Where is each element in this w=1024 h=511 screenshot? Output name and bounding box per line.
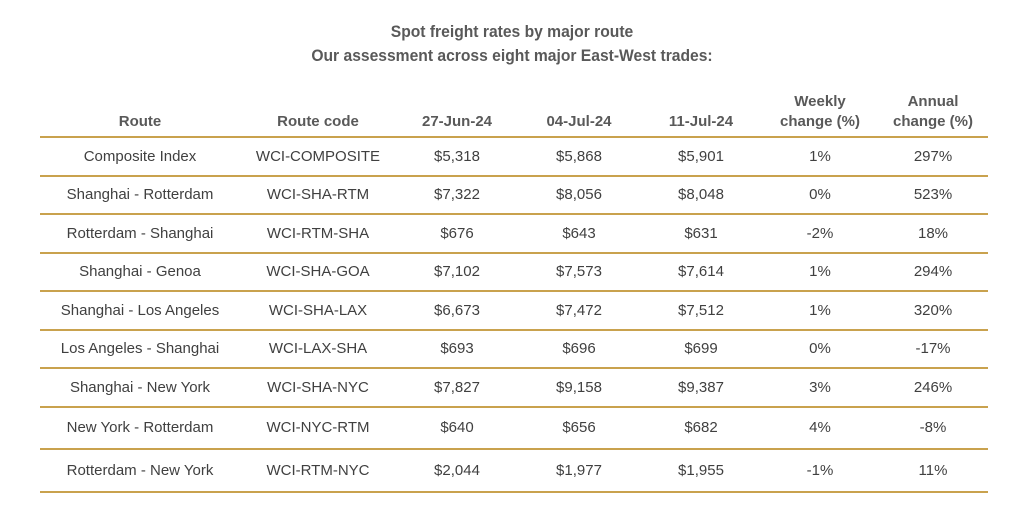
table-row: Composite Index WCI-COMPOSITE $5,318 $5,… <box>40 137 988 176</box>
cell-date-1: $7,322 <box>396 174 518 214</box>
cell-route: Los Angeles - Shanghai <box>40 328 240 368</box>
header-weekly-line-2: change (%) <box>779 113 860 130</box>
cell-date-3: $7,512 <box>640 290 762 330</box>
cell-weekly-change: 0% <box>762 174 878 214</box>
cell-date-3: $9,387 <box>640 367 762 407</box>
cell-date-3: $1,955 <box>640 448 762 493</box>
freight-rates-table: Route Route code 27-Jun-24 04-Jul-24 11-… <box>40 92 988 493</box>
header-weekly-change: Weekly change (%) <box>762 92 878 138</box>
table-row: Shanghai - Los Angeles WCI-SHA-LAX $6,67… <box>40 290 988 330</box>
cell-date-1: $6,673 <box>396 290 518 330</box>
cell-route-code: WCI-SHA-RTM <box>240 174 396 214</box>
cell-weekly-change: 0% <box>762 328 878 368</box>
cell-annual-change: -8% <box>878 405 988 449</box>
header-date-1: 27-Jun-24 <box>396 92 518 138</box>
cell-route-code: WCI-SHA-GOA <box>240 251 396 291</box>
header-route: Route <box>40 92 240 138</box>
cell-date-2: $7,573 <box>518 251 640 291</box>
cell-annual-change: 297% <box>913 147 953 165</box>
cell-date-3: $8,048 <box>640 174 762 214</box>
header-annual-line-2: change (%) <box>892 113 973 130</box>
cell-annual-change: 320% <box>878 290 988 330</box>
table-row: Shanghai - Rotterdam WCI-SHA-RTM $7,322 … <box>40 174 988 214</box>
cell-date-1: $676 <box>396 213 518 253</box>
freight-rates-table-container: Route Route code 27-Jun-24 04-Jul-24 11-… <box>40 92 988 493</box>
title-line-1: Spot freight rates by major route <box>390 22 634 41</box>
table-row: Los Angeles - Shanghai WCI-LAX-SHA $693 … <box>40 328 988 368</box>
header-date-2: 04-Jul-24 <box>518 92 640 138</box>
header-annual-line-1: Annual <box>907 93 959 110</box>
table-row: Shanghai - New York WCI-SHA-NYC $7,827 $… <box>40 367 988 407</box>
cell-annual-change: 11% <box>878 448 988 493</box>
cell-annual-change: 246% <box>878 367 988 407</box>
cell-route: Shanghai - New York <box>40 367 240 407</box>
cell-date-1: $7,827 <box>396 367 518 407</box>
cell-annual-change: 294% <box>878 251 988 291</box>
table-header-row: Route Route code 27-Jun-24 04-Jul-24 11-… <box>40 92 988 138</box>
table-row: Shanghai - Genoa WCI-SHA-GOA $7,102 $7,5… <box>40 251 988 291</box>
cell-route: New York - Rotterdam <box>40 405 240 449</box>
cell-date-3: $5,901 <box>678 147 724 165</box>
table-title: Spot freight rates by major route Our as… <box>0 20 1024 68</box>
cell-route: Composite Index <box>83 147 197 165</box>
cell-date-2: $5,868 <box>556 147 602 165</box>
cell-route-code: WCI-NYC-RTM <box>240 405 396 449</box>
cell-date-3: $631 <box>640 213 762 253</box>
cell-route-code: WCI-RTM-NYC <box>240 448 396 493</box>
header-annual-change: Annual change (%) <box>878 92 988 138</box>
cell-date-3: $7,614 <box>640 251 762 291</box>
cell-route-code: WCI-RTM-SHA <box>240 213 396 253</box>
table-row: Rotterdam - New York WCI-RTM-NYC $2,044 … <box>40 448 988 493</box>
table-row: New York - Rotterdam WCI-NYC-RTM $640 $6… <box>40 405 988 449</box>
cell-date-2: $9,158 <box>518 367 640 407</box>
cell-route: Rotterdam - Shanghai <box>40 213 240 253</box>
table-row: Rotterdam - Shanghai WCI-RTM-SHA $676 $6… <box>40 213 988 253</box>
cell-date-2: $643 <box>518 213 640 253</box>
cell-route: Shanghai - Los Angeles <box>40 290 240 330</box>
cell-date-2: $696 <box>518 328 640 368</box>
cell-date-3: $699 <box>640 328 762 368</box>
cell-date-1: $693 <box>396 328 518 368</box>
cell-weekly-change: 1% <box>809 147 831 165</box>
cell-route-code: WCI-COMPOSITE <box>255 147 381 165</box>
header-route-code: Route code <box>240 92 396 138</box>
cell-weekly-change: -2% <box>762 213 878 253</box>
cell-date-2: $1,977 <box>518 448 640 493</box>
cell-date-1: $640 <box>396 405 518 449</box>
cell-date-1: $5,318 <box>434 147 480 165</box>
cell-route-code: WCI-LAX-SHA <box>240 328 396 368</box>
title-line-2: Our assessment across eight major East-W… <box>311 46 713 65</box>
cell-date-3: $682 <box>640 405 762 449</box>
cell-weekly-change: -1% <box>762 448 878 493</box>
cell-route-code: WCI-SHA-LAX <box>240 290 396 330</box>
cell-route: Rotterdam - New York <box>40 448 240 493</box>
cell-date-1: $7,102 <box>396 251 518 291</box>
header-date-3: 11-Jul-24 <box>640 92 762 138</box>
cell-annual-change: -17% <box>878 328 988 368</box>
cell-weekly-change: 4% <box>762 405 878 449</box>
cell-annual-change: 523% <box>878 174 988 214</box>
cell-annual-change: 18% <box>878 213 988 253</box>
cell-route: Shanghai - Genoa <box>40 251 240 291</box>
cell-weekly-change: 3% <box>762 367 878 407</box>
cell-weekly-change: 1% <box>762 290 878 330</box>
cell-route: Shanghai - Rotterdam <box>40 174 240 214</box>
cell-date-2: $7,472 <box>518 290 640 330</box>
cell-date-2: $656 <box>518 405 640 449</box>
cell-route-code: WCI-SHA-NYC <box>240 367 396 407</box>
cell-weekly-change: 1% <box>762 251 878 291</box>
cell-date-1: $2,044 <box>396 448 518 493</box>
cell-date-2: $8,056 <box>518 174 640 214</box>
header-weekly-line-1: Weekly <box>794 93 846 110</box>
